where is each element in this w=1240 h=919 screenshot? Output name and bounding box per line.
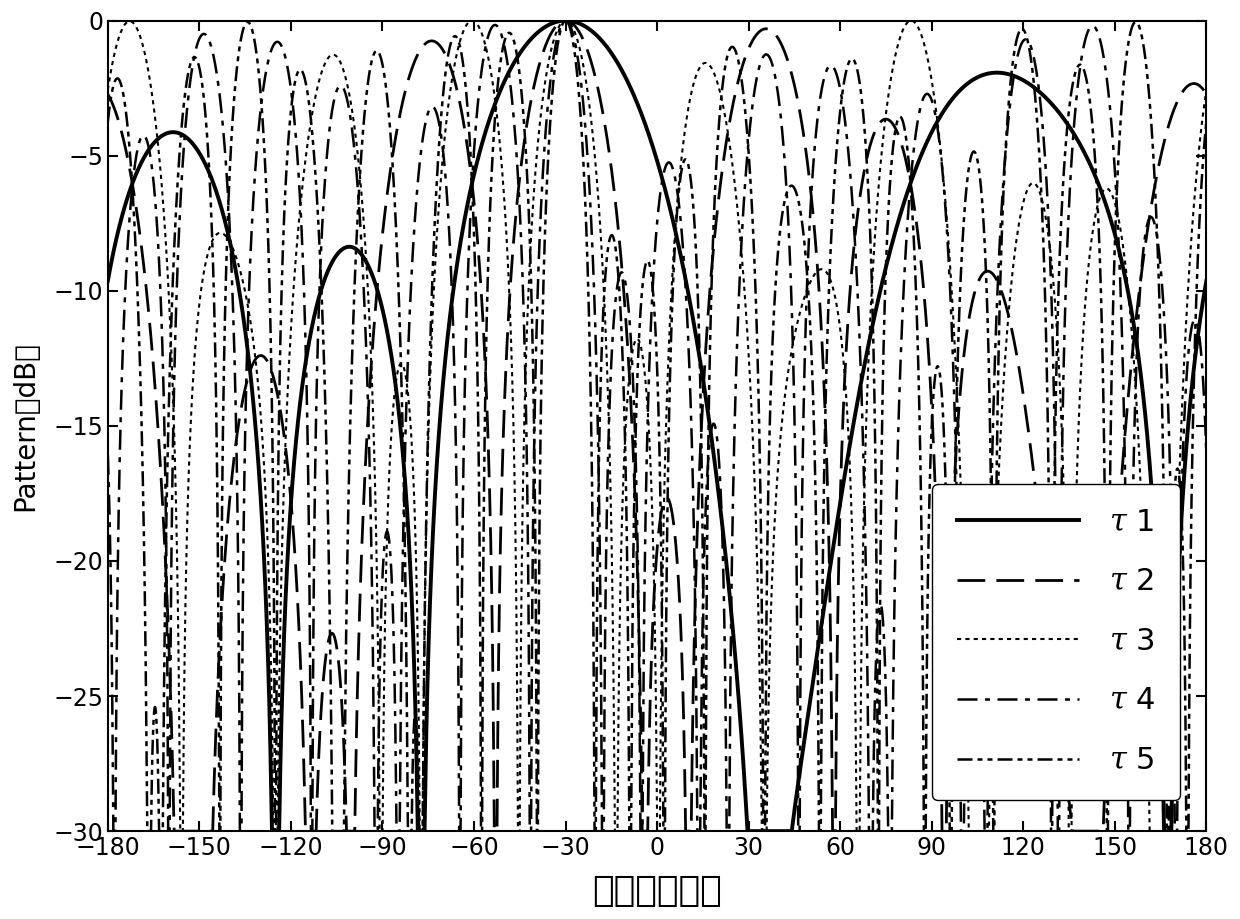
Legend: $\tau$ 1, $\tau$ 2, $\tau$ 3, $\tau$ 4, $\tau$ 5: $\tau$ 1, $\tau$ 2, $\tau$ 3, $\tau$ 4, …	[932, 483, 1180, 800]
$\tau$ 1	[973, 70, 988, 81]
Line: $\tau$ 5: $\tau$ 5	[108, 20, 1207, 831]
$\tau$ 3	[1199, 85, 1214, 96]
$\tau$ 5	[1199, 116, 1214, 127]
$\tau$ 4	[799, 308, 813, 319]
$\tau$ 3	[750, 596, 765, 607]
$\tau$ 2	[558, 15, 573, 26]
$\tau$ 3	[172, 825, 187, 836]
$\tau$ 3	[558, 15, 573, 26]
Line: $\tau$ 4: $\tau$ 4	[108, 20, 1207, 831]
$\tau$ 5	[140, 825, 155, 836]
$\tau$ 2	[166, 825, 181, 836]
$\tau$ 3	[498, 217, 513, 228]
$\tau$ 3	[799, 287, 813, 298]
$\tau$ 4	[1199, 449, 1214, 460]
$\tau$ 2	[973, 270, 988, 281]
$\tau$ 1	[750, 825, 765, 836]
$\tau$ 5	[156, 774, 171, 785]
$\tau$ 5	[799, 255, 813, 267]
$\tau$ 3	[100, 85, 115, 96]
$\tau$ 2	[156, 508, 171, 519]
$\tau$ 2	[100, 89, 115, 100]
$\tau$ 2	[750, 28, 765, 39]
$\tau$ 2	[915, 272, 930, 283]
$\tau$ 1	[498, 73, 513, 84]
$\tau$ 4	[750, 66, 765, 77]
$\tau$ 4	[915, 95, 930, 106]
$\tau$ 5	[558, 15, 573, 26]
$\tau$ 3	[156, 197, 171, 208]
$\tau$ 1	[264, 825, 279, 836]
Line: $\tau$ 3: $\tau$ 3	[108, 20, 1207, 831]
$\tau$ 5	[915, 620, 930, 631]
Line: $\tau$ 2: $\tau$ 2	[108, 20, 1207, 831]
$\tau$ 1	[156, 130, 171, 141]
$\tau$ 4	[100, 449, 115, 460]
$\tau$ 2	[498, 367, 513, 378]
Line: $\tau$ 1: $\tau$ 1	[108, 20, 1207, 831]
$\tau$ 3	[915, 33, 930, 44]
$\tau$ 4	[105, 825, 120, 836]
$\tau$ 1	[799, 723, 813, 734]
$\tau$ 5	[100, 116, 115, 127]
$\tau$ 4	[156, 371, 171, 382]
$\tau$ 3	[973, 825, 988, 836]
$\tau$ 5	[498, 32, 513, 43]
$\tau$ 5	[973, 184, 988, 195]
$\tau$ 5	[750, 373, 765, 384]
$\tau$ 2	[799, 146, 813, 157]
X-axis label: 方位角（度）: 方位角（度）	[593, 874, 722, 908]
$\tau$ 1	[558, 15, 573, 26]
$\tau$ 2	[1199, 89, 1214, 100]
$\tau$ 4	[558, 15, 573, 26]
$\tau$ 1	[915, 146, 930, 157]
$\tau$ 1	[1199, 275, 1214, 286]
$\tau$ 4	[973, 594, 988, 605]
$\tau$ 4	[498, 47, 513, 58]
Y-axis label: Pattern（dB）: Pattern（dB）	[11, 341, 40, 511]
$\tau$ 1	[100, 275, 115, 286]
